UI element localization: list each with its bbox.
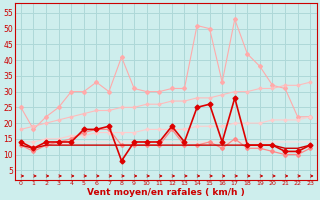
X-axis label: Vent moyen/en rafales ( km/h ): Vent moyen/en rafales ( km/h ) (87, 188, 244, 197)
